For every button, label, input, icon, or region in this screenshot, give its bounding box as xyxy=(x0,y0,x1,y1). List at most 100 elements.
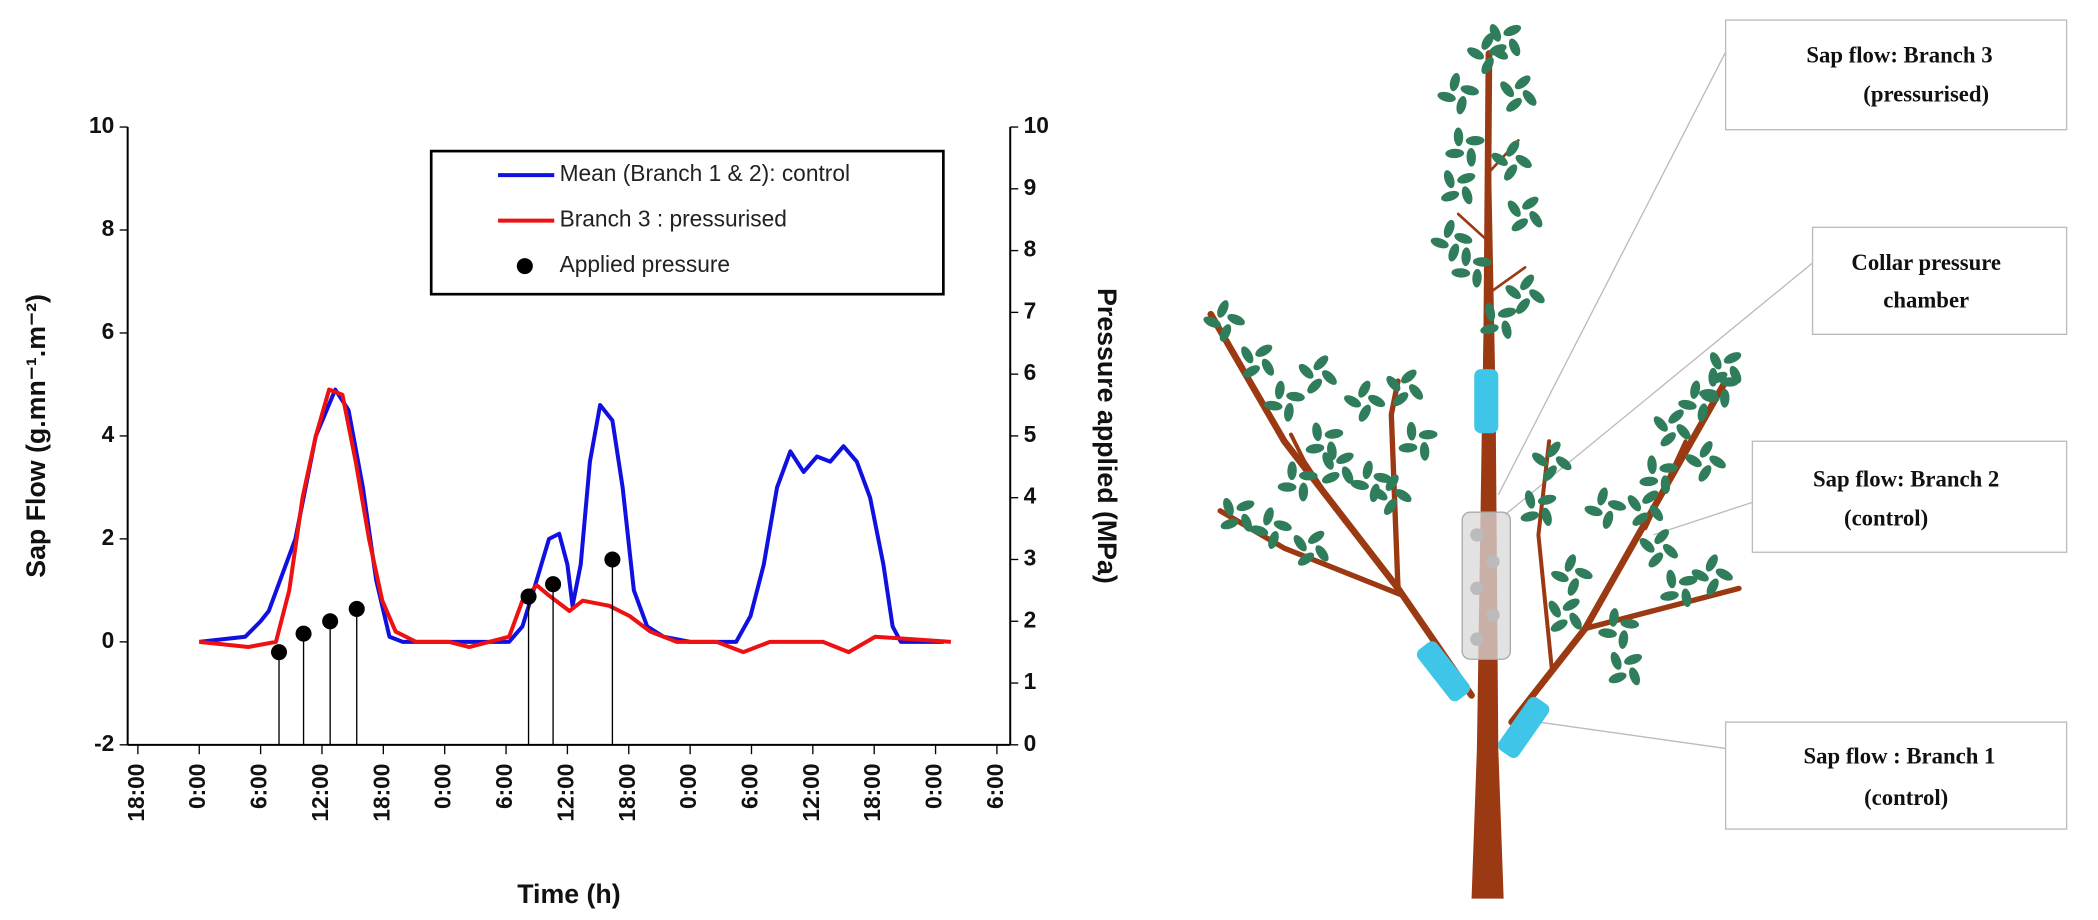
y2-tick-label: 6 xyxy=(1024,359,1037,385)
leaf xyxy=(1501,320,1512,339)
leaf xyxy=(1443,219,1455,238)
leaf xyxy=(1217,300,1229,318)
leaf xyxy=(1466,147,1476,167)
x-tick-label: 0:00 xyxy=(430,764,456,809)
y2-tick-label: 4 xyxy=(1024,483,1037,509)
leaf xyxy=(1569,612,1582,630)
leaf xyxy=(1322,370,1337,385)
y2-tick-label: 3 xyxy=(1024,544,1037,570)
legend-marker xyxy=(516,258,533,275)
leaf xyxy=(1629,667,1640,686)
leaf xyxy=(1715,568,1733,581)
x-tick-label: 18:00 xyxy=(614,764,640,822)
leaf xyxy=(1242,365,1260,378)
callout-box xyxy=(1751,440,2068,553)
leaf xyxy=(1401,369,1417,384)
legend-label: Mean (Branch 1 & 2): control xyxy=(560,160,850,186)
leaf xyxy=(1362,460,1373,480)
leaf xyxy=(1220,518,1239,530)
leaf xyxy=(1305,443,1325,454)
leaf xyxy=(1449,72,1460,92)
leaf xyxy=(1676,424,1691,440)
leaf xyxy=(1297,552,1315,566)
leaf xyxy=(1627,495,1642,512)
callout-label: (control) xyxy=(1844,505,1928,530)
callout-box xyxy=(1724,721,2068,830)
leaf xyxy=(1286,391,1305,402)
leaf xyxy=(1481,57,1494,74)
leaf xyxy=(1409,384,1424,400)
leaf xyxy=(1562,598,1580,611)
x-tick-label: 18:00 xyxy=(368,764,394,822)
leaf xyxy=(1699,441,1713,458)
leaf xyxy=(1506,97,1522,112)
x-tick-label: 0:00 xyxy=(921,764,947,809)
leaf xyxy=(1574,567,1593,580)
leaf xyxy=(1336,452,1354,465)
leaf xyxy=(1324,429,1344,439)
leaf xyxy=(1451,268,1471,278)
leaf xyxy=(1515,298,1530,314)
leaf xyxy=(1607,500,1627,511)
pressure-point xyxy=(604,551,621,568)
leaf xyxy=(1632,512,1649,526)
leaf xyxy=(1706,578,1719,596)
leaf xyxy=(1723,352,1742,364)
callout-label: Collar pressure xyxy=(1851,250,2001,275)
chart: -2 0 2 4 6 8 10 0 1 2 3 4 5 6 7 8 9 10 18:00 0:00 6:00 12:00 1… xyxy=(21,112,1122,909)
x-tick-label: 6:00 xyxy=(246,764,272,809)
leaf xyxy=(1708,367,1718,387)
leaf xyxy=(1691,569,1709,582)
leaf xyxy=(1660,432,1676,447)
leaf xyxy=(1546,441,1561,458)
callout-line xyxy=(1504,260,1816,516)
leaf xyxy=(1610,651,1622,670)
pressure-point xyxy=(322,613,339,630)
leaf xyxy=(1548,600,1561,618)
y-axis-title: Sap Flow (g.mn⁻¹.m⁻²) xyxy=(21,294,51,578)
leaf xyxy=(1497,307,1517,318)
leaf xyxy=(1666,569,1677,589)
leaf xyxy=(1350,479,1369,490)
x-tick-label: 12:00 xyxy=(798,764,824,822)
leaf xyxy=(1386,375,1401,392)
leaf xyxy=(1284,403,1294,422)
x-tick-label: 18:00 xyxy=(859,764,885,822)
x-tick-label: 18:00 xyxy=(123,764,149,822)
leaf xyxy=(1437,91,1456,102)
leaf xyxy=(1542,465,1557,482)
collar-pressure-chamber xyxy=(1461,511,1512,660)
leaf xyxy=(1241,513,1253,532)
leaf xyxy=(1385,474,1399,491)
y2-tick-label: 5 xyxy=(1024,421,1037,447)
y-tick-label: 4 xyxy=(102,421,115,447)
callout-line xyxy=(1497,46,1729,496)
leaf xyxy=(1341,466,1354,484)
leaf xyxy=(1456,96,1467,115)
leaf xyxy=(1371,487,1388,501)
leaf xyxy=(1443,170,1455,189)
leaf xyxy=(1522,196,1539,210)
leaf xyxy=(1649,504,1664,522)
leaf xyxy=(1488,44,1507,56)
x-tick-label: 0:00 xyxy=(675,764,701,809)
leaf xyxy=(1263,400,1283,411)
leaf xyxy=(1567,578,1579,596)
leaf xyxy=(1508,38,1521,57)
leaf xyxy=(1448,243,1460,262)
leaf xyxy=(1298,482,1309,502)
leaf xyxy=(1720,388,1730,408)
leaf xyxy=(1460,85,1479,96)
leaf xyxy=(1515,154,1532,169)
leaf xyxy=(1392,392,1409,407)
legend-label: Applied pressure xyxy=(560,251,731,277)
leaf xyxy=(1597,487,1608,506)
chamber-detail xyxy=(1470,528,1500,646)
leaf xyxy=(1698,465,1712,482)
leaf xyxy=(1368,394,1386,408)
leaf xyxy=(1654,529,1670,545)
leaf xyxy=(1287,461,1297,481)
leaf xyxy=(1219,324,1232,342)
leaf xyxy=(1358,380,1371,398)
leaf xyxy=(1642,490,1659,504)
